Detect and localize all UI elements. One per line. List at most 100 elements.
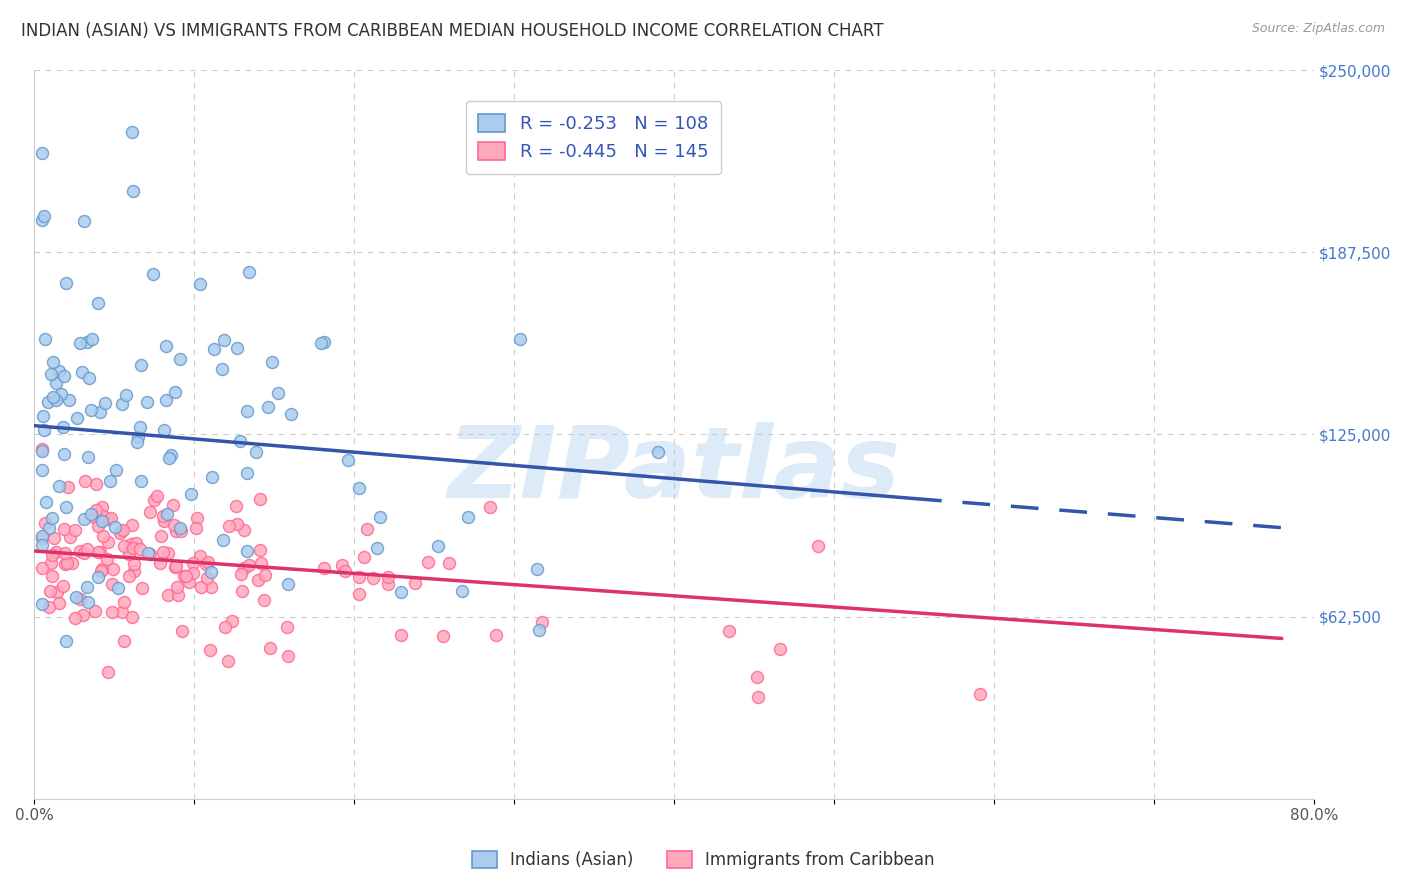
Point bbox=[165, 558, 187, 573]
Point bbox=[42, 531, 65, 545]
Point bbox=[262, 355, 284, 369]
Point bbox=[111, 397, 134, 411]
Point bbox=[112, 633, 135, 648]
Point bbox=[330, 558, 353, 573]
Point bbox=[34, 332, 56, 346]
Point bbox=[45, 392, 67, 407]
Point bbox=[97, 665, 120, 680]
Point bbox=[526, 562, 548, 576]
Point bbox=[63, 523, 86, 537]
Point bbox=[73, 511, 96, 525]
Point bbox=[69, 335, 91, 350]
Point bbox=[32, 210, 55, 224]
Point bbox=[89, 545, 111, 559]
Point bbox=[136, 546, 159, 560]
Point bbox=[121, 184, 143, 198]
Point bbox=[155, 393, 177, 408]
Point bbox=[41, 556, 63, 570]
Point bbox=[149, 556, 172, 570]
Point bbox=[211, 533, 233, 547]
Point bbox=[172, 624, 194, 639]
Point bbox=[75, 475, 97, 489]
Point bbox=[389, 628, 412, 642]
Point bbox=[190, 549, 212, 563]
Point bbox=[280, 407, 302, 421]
Point bbox=[146, 489, 169, 503]
Point bbox=[128, 541, 150, 556]
Point bbox=[101, 605, 124, 619]
Point bbox=[69, 592, 91, 607]
Point bbox=[91, 529, 114, 543]
Point bbox=[53, 546, 76, 560]
Point bbox=[131, 582, 153, 596]
Point bbox=[335, 564, 357, 578]
Point bbox=[31, 146, 53, 161]
Point bbox=[41, 569, 63, 583]
Point bbox=[195, 558, 218, 572]
Point bbox=[32, 423, 55, 437]
Point bbox=[89, 405, 111, 419]
Point bbox=[83, 510, 105, 524]
Point bbox=[211, 361, 233, 376]
Point bbox=[53, 557, 76, 571]
Point bbox=[156, 508, 179, 522]
Point bbox=[52, 368, 75, 383]
Point bbox=[337, 453, 360, 467]
Point bbox=[200, 469, 222, 483]
Point bbox=[312, 335, 335, 350]
Point bbox=[530, 615, 553, 629]
Point bbox=[31, 463, 53, 477]
Point bbox=[91, 509, 114, 524]
Legend: Indians (Asian), Immigrants from Caribbean: Indians (Asian), Immigrants from Caribbe… bbox=[461, 841, 945, 880]
Point bbox=[747, 690, 769, 704]
Point bbox=[156, 588, 179, 602]
Point bbox=[55, 277, 77, 291]
Point bbox=[139, 547, 162, 561]
Point bbox=[184, 521, 207, 535]
Point bbox=[72, 546, 94, 560]
Point bbox=[250, 556, 273, 570]
Point bbox=[202, 342, 225, 356]
Point bbox=[110, 524, 132, 538]
Point bbox=[156, 546, 179, 560]
Point bbox=[969, 687, 991, 701]
Point bbox=[41, 390, 63, 404]
Point bbox=[118, 569, 141, 583]
Point bbox=[806, 539, 828, 553]
Point bbox=[163, 518, 186, 533]
Point bbox=[745, 670, 768, 684]
Point bbox=[69, 544, 91, 558]
Point bbox=[115, 388, 138, 402]
Point bbox=[200, 580, 222, 594]
Point bbox=[82, 332, 104, 346]
Point bbox=[169, 524, 191, 538]
Point bbox=[527, 623, 550, 637]
Point bbox=[103, 562, 125, 576]
Point bbox=[76, 541, 98, 556]
Point bbox=[58, 392, 80, 407]
Text: Source: ZipAtlas.com: Source: ZipAtlas.com bbox=[1251, 22, 1385, 36]
Point bbox=[176, 569, 198, 583]
Point bbox=[37, 394, 59, 409]
Point bbox=[87, 570, 110, 584]
Point bbox=[90, 500, 112, 515]
Point bbox=[72, 608, 94, 623]
Point bbox=[259, 641, 281, 656]
Point bbox=[181, 566, 204, 581]
Point bbox=[647, 444, 669, 458]
Point bbox=[166, 580, 188, 594]
Point bbox=[138, 505, 160, 519]
Point bbox=[150, 528, 173, 542]
Point bbox=[120, 537, 142, 551]
Point bbox=[31, 560, 53, 574]
Point bbox=[39, 367, 62, 381]
Point bbox=[108, 526, 131, 541]
Point bbox=[229, 434, 252, 449]
Point bbox=[41, 511, 63, 525]
Point bbox=[169, 351, 191, 366]
Point bbox=[236, 404, 259, 418]
Point bbox=[52, 447, 75, 461]
Point bbox=[246, 574, 269, 588]
Point bbox=[165, 559, 187, 574]
Point bbox=[122, 557, 145, 571]
